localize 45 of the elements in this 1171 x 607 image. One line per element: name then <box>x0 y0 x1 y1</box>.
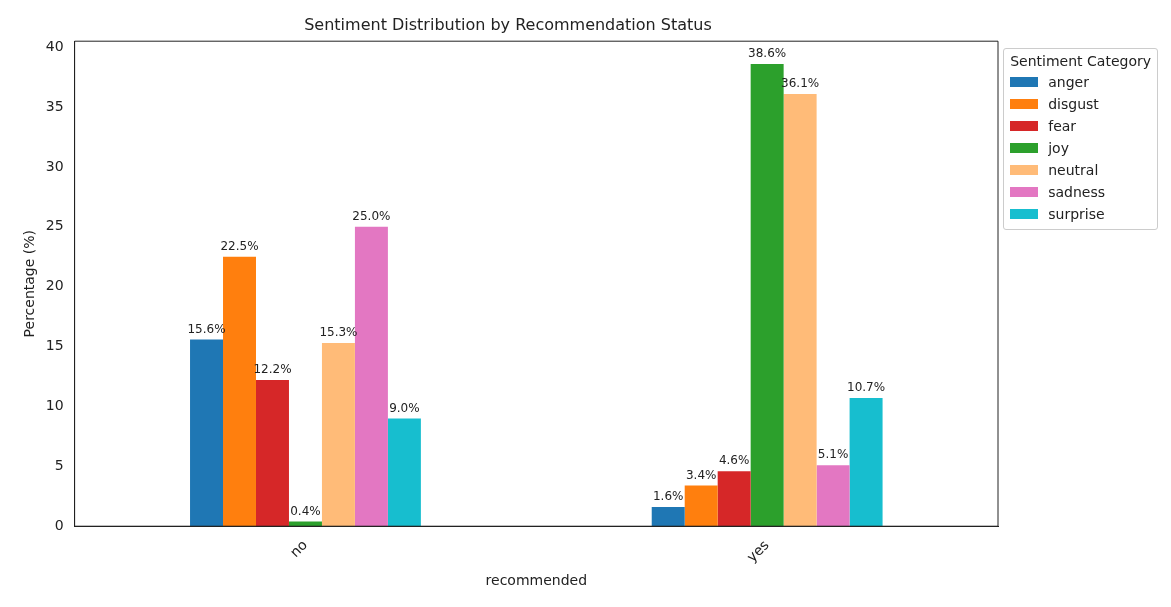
x-axis-title: recommended <box>485 572 588 589</box>
y-tick-label: 20 <box>45 277 64 294</box>
data-label: 25.0% <box>352 208 391 223</box>
data-label: 4.6% <box>718 453 750 468</box>
bar <box>321 342 355 527</box>
bar <box>190 339 224 527</box>
bar <box>288 521 322 527</box>
data-label: 38.6% <box>748 46 787 61</box>
legend-label: surprise <box>1048 206 1105 222</box>
bar <box>387 418 421 527</box>
y-tick-label: 15 <box>45 337 64 354</box>
bar <box>816 465 850 527</box>
y-tick-label: 25 <box>45 217 64 234</box>
legend-label: sadness <box>1048 184 1106 200</box>
y-tick-label: 5 <box>54 456 64 473</box>
bar <box>255 380 289 527</box>
bar <box>651 507 685 527</box>
y-tick-label: 30 <box>45 157 64 174</box>
data-label: 5.1% <box>817 447 849 462</box>
data-label: 9.0% <box>389 400 420 415</box>
bar <box>849 398 883 527</box>
x-tick-label: no <box>286 536 311 561</box>
legend-label: fear <box>1048 118 1077 134</box>
data-label: 1.6% <box>652 489 684 504</box>
data-label: 10.7% <box>847 380 886 395</box>
legend-label: disgust <box>1048 96 1099 112</box>
legend-label: joy <box>1048 140 1069 156</box>
legend-label: neutral <box>1048 162 1099 178</box>
y-tick-label: 40 <box>45 37 64 54</box>
bar <box>223 256 256 527</box>
y-tick-label: 35 <box>45 97 64 114</box>
bar <box>783 93 817 527</box>
y-axis-title: Percentage (%) <box>21 229 38 338</box>
bar <box>750 63 784 527</box>
bar <box>717 471 751 527</box>
y-tick-label: 0 <box>54 516 64 533</box>
data-label: 0.4% <box>290 503 321 518</box>
data-label: 22.5% <box>220 238 259 253</box>
y-tick-label: 10 <box>45 397 64 414</box>
bar <box>684 485 718 527</box>
chart-title: Sentiment Distribution by Recommendation Status <box>304 14 712 34</box>
legend-label: anger <box>1048 74 1089 90</box>
legend-title: Sentiment Category <box>1010 53 1151 69</box>
data-label: 3.4% <box>685 467 717 482</box>
x-tick-label: yes <box>743 536 772 565</box>
